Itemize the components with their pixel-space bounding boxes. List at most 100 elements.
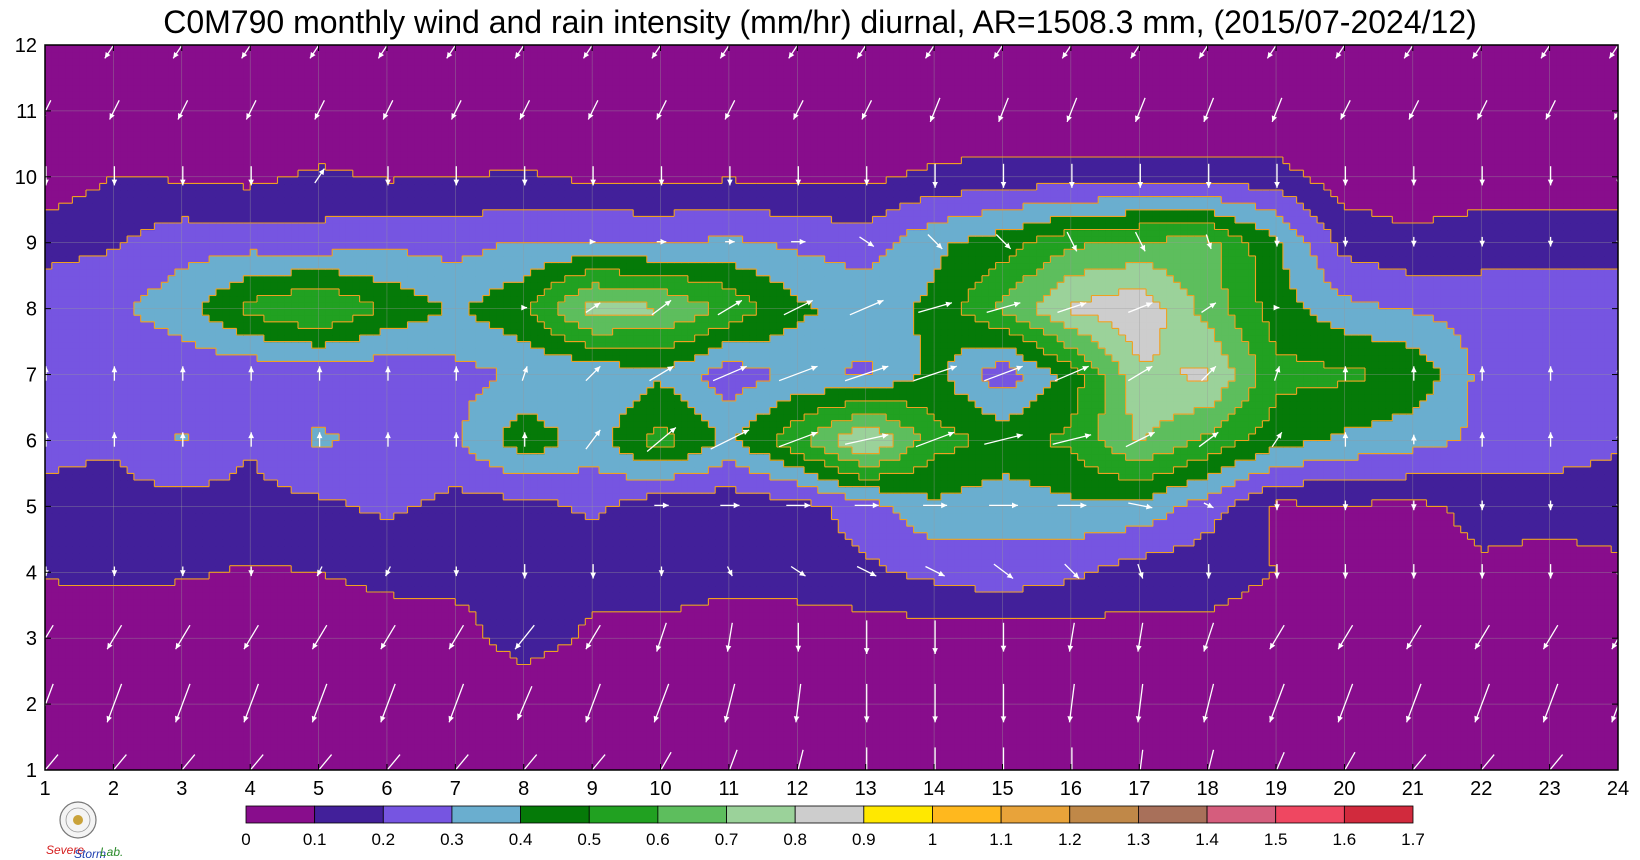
- field-cell: [1453, 763, 1462, 770]
- field-cell: [872, 737, 880, 745]
- field-cell: [1597, 684, 1605, 692]
- field-cell: [1310, 671, 1318, 679]
- field-cell: [325, 730, 333, 738]
- field-cell: [646, 631, 655, 639]
- field-cell: [1344, 756, 1352, 765]
- field-cell: [1323, 710, 1332, 718]
- field-cell: [681, 737, 689, 745]
- field-cell: [1036, 723, 1045, 732]
- field-cell: [58, 677, 67, 685]
- field-cell: [147, 625, 156, 633]
- field-cell: [1570, 644, 1578, 652]
- field-cell: [516, 737, 525, 745]
- field-cell: [51, 743, 60, 751]
- field-cell: [72, 684, 80, 692]
- field-cell: [1070, 697, 1079, 705]
- field-cell: [1241, 638, 1250, 646]
- field-cell: [1091, 625, 1099, 633]
- field-cell: [58, 684, 67, 692]
- field-cell: [756, 743, 764, 751]
- field-cell: [1481, 704, 1489, 712]
- field-cell: [1611, 756, 1618, 765]
- field-cell: [687, 651, 696, 659]
- field-cell: [845, 697, 853, 705]
- field-cell: [592, 717, 600, 725]
- field-cell: [127, 730, 135, 738]
- field-cell: [605, 664, 614, 672]
- field-cell: [544, 704, 552, 712]
- field-cell: [1317, 638, 1325, 646]
- field-cell: [633, 651, 641, 659]
- field-cell: [544, 717, 552, 725]
- field-cell: [735, 671, 744, 679]
- field-cell: [886, 756, 894, 765]
- field-cell: [995, 644, 1004, 652]
- field-cell: [1597, 677, 1605, 685]
- field-cell: [906, 631, 915, 639]
- field-cell: [598, 743, 607, 751]
- field-cell: [86, 710, 94, 718]
- field-cell: [1180, 710, 1188, 718]
- field-cell: [1522, 704, 1530, 712]
- field-cell: [106, 763, 114, 770]
- field-cell: [1214, 763, 1222, 770]
- field-cell: [633, 730, 641, 738]
- field-cell: [598, 657, 607, 666]
- field-cell: [1248, 638, 1257, 646]
- field-cell: [906, 723, 915, 732]
- field-cell: [934, 684, 942, 692]
- field-cell: [1426, 644, 1434, 652]
- field-cell: [804, 737, 812, 745]
- field-cell: [1166, 750, 1175, 758]
- field-cell: [359, 737, 368, 745]
- field-cell: [359, 717, 368, 725]
- field-cell: [250, 638, 258, 646]
- field-cell: [1522, 730, 1530, 738]
- field-cell: [181, 743, 190, 751]
- field-cell: [763, 730, 771, 738]
- field-cell: [899, 763, 908, 770]
- field-cell: [1330, 690, 1339, 699]
- field-cell: [1474, 664, 1482, 672]
- field-cell: [154, 750, 162, 758]
- field-cell: [229, 631, 238, 639]
- field-cell: [749, 756, 757, 765]
- field-cell: [1351, 651, 1359, 659]
- field-cell: [161, 638, 169, 646]
- field-cell: [1364, 763, 1373, 770]
- field-cell: [79, 684, 87, 692]
- field-cell: [1070, 756, 1079, 765]
- field-cell: [975, 743, 983, 751]
- field-cell: [332, 704, 340, 712]
- field-cell: [1371, 743, 1380, 751]
- field-cell: [1385, 717, 1393, 725]
- field-cell: [496, 750, 504, 758]
- field-cell: [236, 651, 244, 659]
- field-cell: [1337, 677, 1346, 685]
- field-cell: [366, 651, 374, 659]
- field-cell: [270, 690, 279, 699]
- field-cell: [872, 644, 880, 652]
- field-cell: [920, 750, 928, 758]
- field-cell: [1344, 723, 1352, 732]
- field-cell: [1488, 664, 1496, 672]
- field-cell: [1323, 644, 1332, 652]
- field-cell: [585, 690, 593, 699]
- field-cell: [58, 657, 67, 666]
- field-cell: [1576, 651, 1585, 659]
- field-cell: [776, 664, 785, 672]
- field-cell: [1077, 644, 1086, 652]
- field-cell: [113, 704, 121, 712]
- field-cell: [817, 756, 826, 765]
- field-cell: [1084, 750, 1092, 758]
- field-cell: [1029, 723, 1038, 732]
- field-cell: [448, 690, 456, 699]
- field-cell: [1255, 750, 1263, 758]
- field-cell: [1255, 664, 1263, 672]
- field-cell: [325, 717, 333, 725]
- field-cell: [1125, 723, 1134, 732]
- field-cell: [168, 644, 176, 652]
- field-cell: [127, 684, 135, 692]
- field-cell: [339, 638, 347, 646]
- field-cell: [345, 638, 354, 646]
